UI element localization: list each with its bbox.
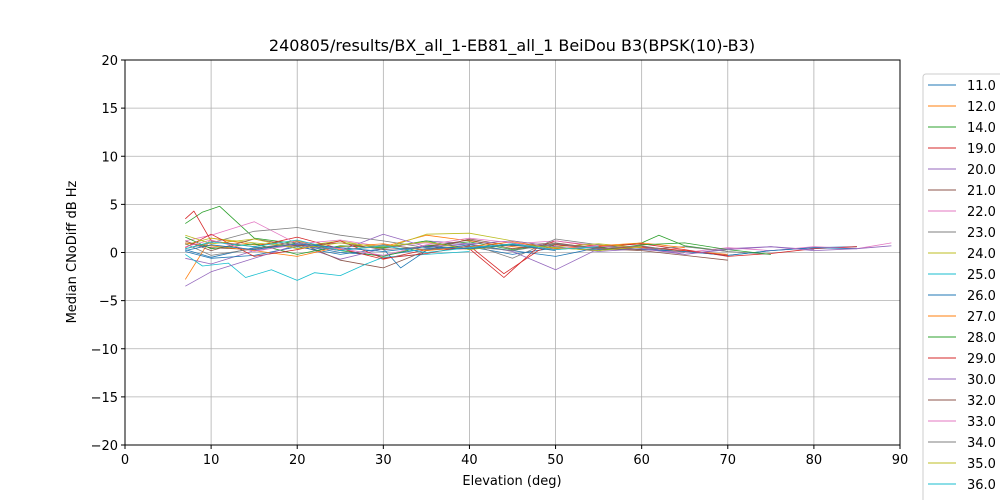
legend-entry-label: 26.0 [967, 289, 996, 304]
legend-entry-label: 24.0 [967, 247, 996, 262]
series-line [185, 234, 642, 252]
x-tick-label: 60 [633, 453, 650, 468]
y-tick-label: 5 [110, 198, 118, 213]
y-tick-label: −15 [91, 391, 118, 406]
legend-entry-label: 20.0 [967, 163, 996, 178]
x-tick-label: 10 [203, 453, 220, 468]
legend-entry-label: 22.0 [967, 205, 996, 220]
legend-entry-label: 19.0 [967, 142, 996, 157]
legend-entry-label: 11.0 [967, 79, 996, 94]
legend-entry-label: 36.0 [967, 478, 996, 493]
series-line [185, 243, 556, 252]
series-line [185, 244, 857, 269]
series-line [185, 239, 599, 253]
legend: 11.0 12.0 14.0 19.0 20.0 21.0 22.0 23.0 24.0 25.0… [922, 73, 1000, 500]
legend-entry-label: 35.0 [967, 457, 996, 472]
legend-entry-label: 14.0 [967, 121, 996, 136]
legend-entry-label: 25.0 [967, 268, 996, 283]
y-tick-label: 20 [101, 54, 118, 69]
y-tick-label: 15 [101, 102, 118, 117]
y-tick-label: −5 [99, 295, 118, 310]
x-axis-label: Elevation (deg) [462, 474, 561, 489]
legend-entry-label: 32.0 [967, 394, 996, 409]
x-tick-label: 30 [375, 453, 392, 468]
x-tick-label: 70 [720, 453, 737, 468]
legend-entry-label: 27.0 [967, 310, 996, 325]
x-tick-label: 90 [892, 453, 909, 468]
x-tick-label: 0 [121, 453, 129, 468]
chart-title: 240805/results/BX_all_1-EB81_all_1 BeiDo… [269, 36, 755, 56]
legend-entry-label: 30.0 [967, 373, 996, 388]
series-line [185, 232, 642, 250]
legend-entry-label: 33.0 [967, 415, 996, 430]
legend-entry-label: 29.0 [967, 352, 996, 367]
x-tick-label: 50 [547, 453, 564, 468]
series-line [185, 205, 728, 257]
series-line [185, 241, 685, 256]
x-tick-label: 80 [806, 453, 823, 468]
x-tick-label: 40 [461, 453, 478, 468]
series-layer [184, 205, 892, 287]
y-tick-label: 0 [110, 247, 118, 262]
y-tick-label: −10 [91, 343, 118, 358]
y-tick-label: −20 [91, 439, 118, 454]
legend-box [922, 73, 1000, 500]
legend-entry-label: 12.0 [967, 100, 996, 115]
x-tick-label: 20 [289, 453, 306, 468]
legend-entry-label: 28.0 [967, 331, 996, 346]
legend-entry-label: 34.0 [967, 436, 996, 451]
legend-entry-label: 21.0 [967, 184, 996, 199]
y-axis-label: Median CNoDiff dB Hz [65, 180, 80, 323]
y-tick-label: 10 [101, 150, 118, 165]
legend-entry-label: 23.0 [967, 226, 996, 241]
ticks: 0 10 20 30 40 50 60 70 80 90 −20 −15 −10 −5 0 5 10 15 20 [91, 54, 909, 468]
